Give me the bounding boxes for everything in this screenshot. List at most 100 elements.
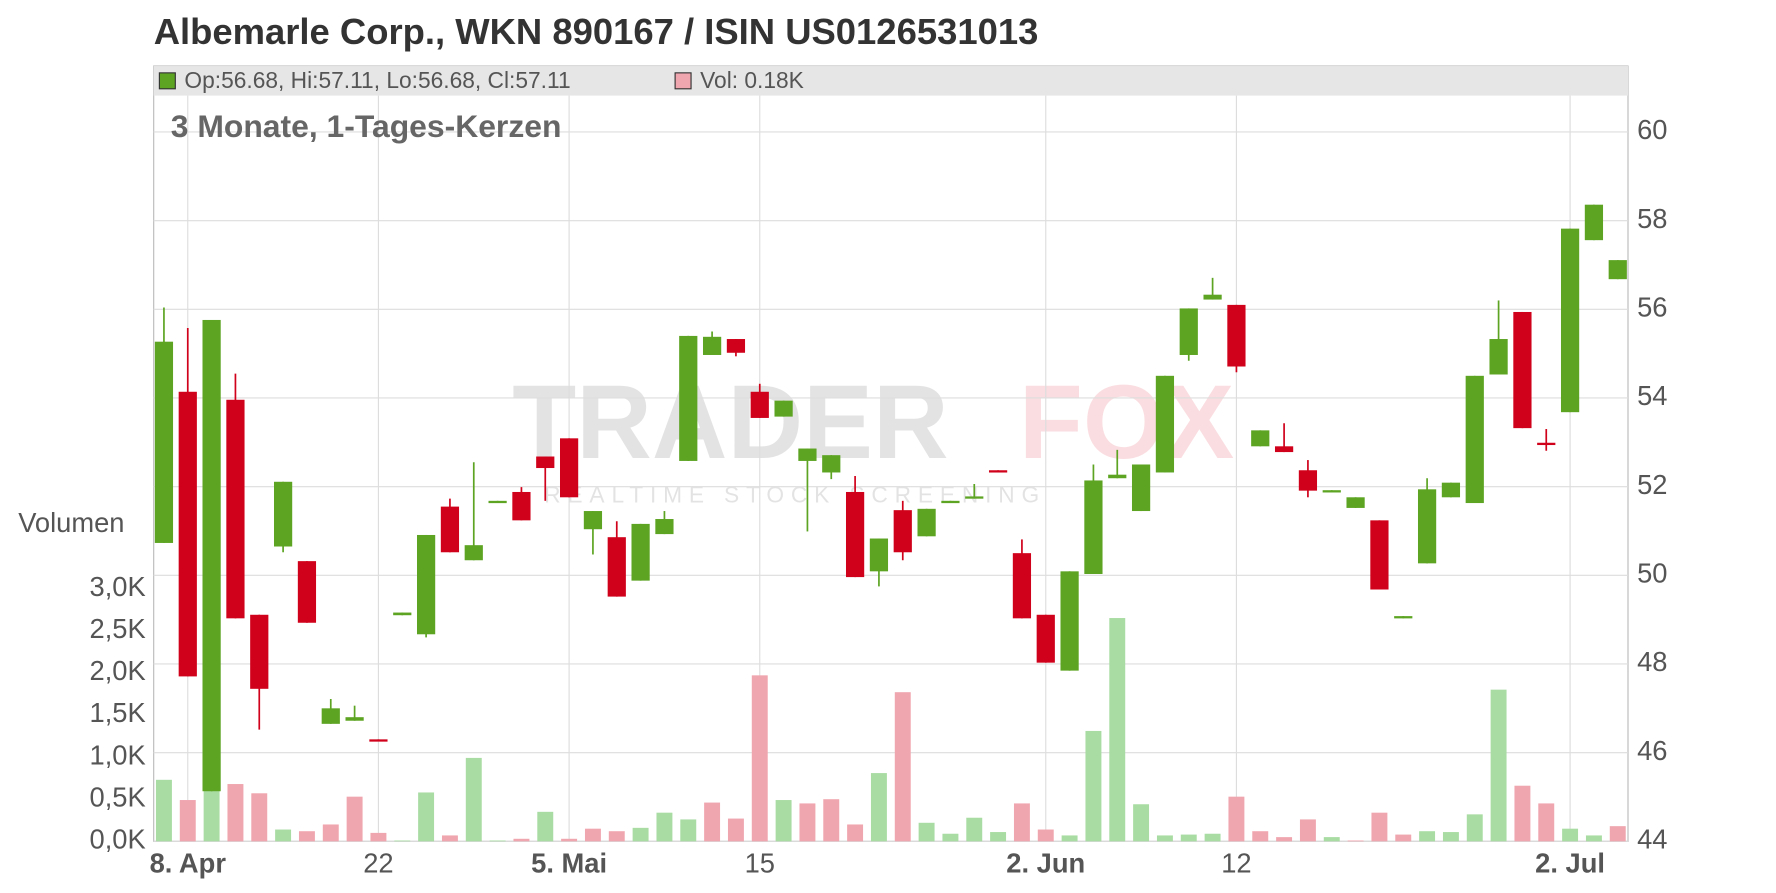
volume-bar [1156, 835, 1173, 842]
volume-bar [322, 824, 339, 842]
candle-body [369, 739, 388, 742]
candle-body [1584, 204, 1604, 241]
volume-bar [1585, 835, 1602, 842]
candle-body [965, 496, 984, 499]
volume-bar [1562, 828, 1579, 842]
candle-body [393, 612, 412, 616]
candle-body [607, 537, 626, 597]
volume-bar [1323, 837, 1340, 842]
candle-body [178, 391, 197, 677]
candle-body [321, 708, 340, 724]
volume-bar [418, 792, 435, 842]
volume-bar [966, 817, 983, 842]
volume-bar [179, 800, 196, 842]
candle-body [345, 717, 364, 721]
volume-bar [155, 779, 172, 842]
candle-body [1179, 308, 1198, 355]
chart-subtitle: 3 Monate, 1-Tages-Kerzen [171, 108, 562, 144]
volume-bar [1347, 840, 1364, 842]
candle-body [416, 534, 436, 635]
volume-bar [704, 802, 721, 842]
candle-body [1274, 446, 1294, 453]
candle-body [988, 470, 1008, 473]
volume-bar [894, 692, 911, 842]
volume-bar [1442, 832, 1459, 842]
volume-bar [465, 757, 482, 842]
candle-body [1060, 571, 1079, 671]
candle-body [1608, 260, 1627, 280]
volume-bar [1133, 804, 1150, 842]
volume-bar [1061, 835, 1078, 842]
candle-body [464, 545, 483, 561]
y2-tick-label: 2,5K [90, 613, 146, 644]
candles [154, 204, 1627, 792]
volume-bar [1466, 814, 1483, 842]
volume-bar [275, 829, 292, 842]
volume-bar [1109, 618, 1126, 842]
volume-axis-label: Volumen [18, 507, 124, 538]
candle-body [1155, 375, 1175, 473]
x-tick-label: 12 [1221, 847, 1251, 878]
candle-body [1108, 474, 1127, 479]
volume-bar [1299, 819, 1316, 842]
x-tick-label: 22 [363, 847, 393, 878]
candle-body [273, 481, 293, 547]
volume-bar [1204, 833, 1221, 842]
candle-body [845, 491, 865, 578]
candle-body [297, 561, 317, 623]
candle-body [250, 614, 269, 689]
candle-body [822, 455, 841, 473]
volume-bar [775, 800, 792, 842]
volume-bar [727, 818, 744, 842]
legend-swatch [158, 72, 176, 90]
volume-bar [799, 803, 816, 842]
volume-bar [847, 824, 864, 842]
y2-tick-label: 0,0K [90, 824, 146, 855]
candle-body [536, 456, 555, 469]
y2-tick-label: 1,5K [90, 697, 146, 728]
candle-body [726, 339, 746, 353]
volume-bar [990, 832, 1007, 842]
candle-body [512, 491, 531, 521]
candle-body [655, 519, 674, 535]
x-tick-label: 2. Jun [1006, 847, 1085, 878]
volume-bar [1538, 803, 1555, 842]
candle-body [226, 399, 245, 619]
x-tick-label: 8. Apr [150, 847, 227, 878]
volume-bar [1419, 831, 1436, 842]
volume-bar [346, 796, 363, 842]
y2-tick-label: 2,0K [90, 655, 146, 686]
volume-bar [942, 833, 959, 842]
volume-bar [513, 838, 530, 842]
candle-body [1298, 470, 1318, 491]
volume-bar [537, 811, 554, 842]
candle-body [1346, 497, 1365, 508]
legend-band [153, 66, 1629, 96]
volume-bars [155, 618, 1626, 842]
volume-bar [298, 831, 315, 842]
volume-bar [656, 812, 673, 842]
y2-tick-label: 0,5K [90, 781, 146, 812]
y-tick-label: 52 [1637, 469, 1667, 500]
volume-bar [394, 840, 411, 842]
volume-bar [918, 822, 935, 842]
candle-body [1370, 520, 1389, 590]
x-tick-label: 2. Jul [1535, 847, 1605, 878]
volume-bar [1371, 812, 1388, 842]
volume-bar [1085, 730, 1102, 842]
watermark-tagline: REALTIME STOCK SCREENING [544, 481, 1046, 507]
candle-body [750, 391, 769, 418]
watermark-accent: FOX [1019, 364, 1234, 481]
y-tick-label: 58 [1637, 203, 1667, 234]
volume-bar [1395, 834, 1412, 842]
volume-bar [227, 784, 244, 842]
candle-body [440, 506, 460, 553]
y-tick-label: 60 [1637, 114, 1667, 145]
y-tick-label: 46 [1637, 735, 1667, 766]
volume-bar [561, 838, 578, 842]
candle-body [202, 319, 221, 792]
volume-bar [1037, 829, 1054, 842]
candle-body [583, 511, 603, 530]
candle-body [679, 335, 698, 461]
